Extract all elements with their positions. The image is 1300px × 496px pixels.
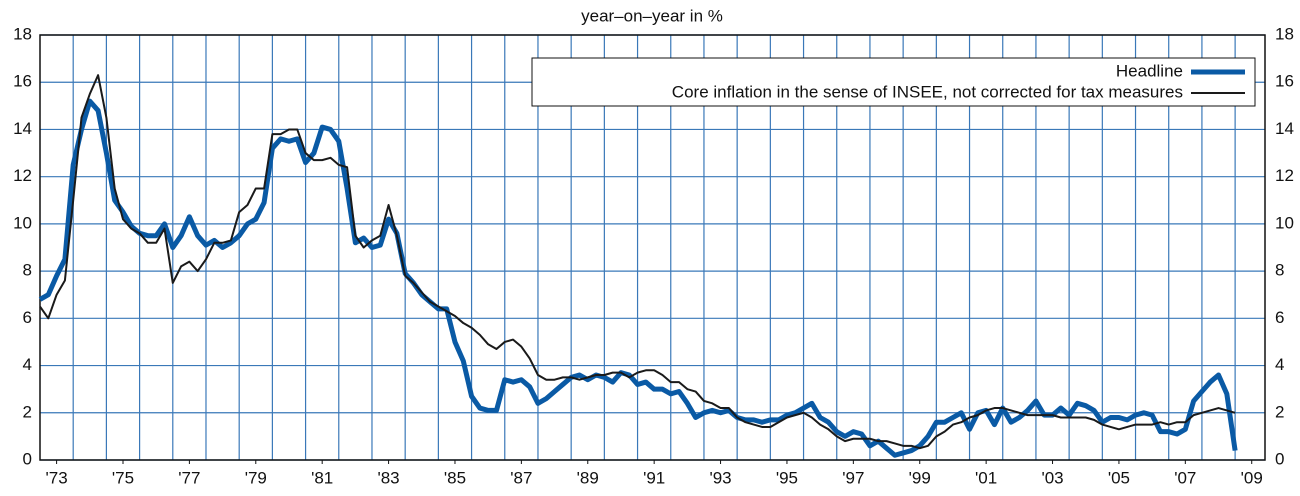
y-tick-label: 8 [23,261,32,280]
x-tick-label: '75 [112,468,134,487]
y2-tick-label: 10 [1275,213,1294,232]
y2-tick-label: 16 [1275,72,1294,91]
x-tick-label: '01 [975,468,997,487]
x-tick-label: '87 [510,468,532,487]
y-tick-label: 16 [13,72,32,91]
y2-tick-label: 0 [1275,449,1284,468]
plot-frame [39,34,1266,461]
x-tick-label: '97 [842,468,864,487]
x-tick-label: '77 [178,468,200,487]
chart-title: year–on–year in % [581,6,723,25]
series-line [39,74,1236,450]
x-tick-label: '73 [46,468,68,487]
y2-tick-label: 2 [1275,402,1284,421]
y2-tick-label: 14 [1275,119,1294,138]
y-tick-label: 6 [23,308,32,327]
x-tick-label: '05 [1108,468,1130,487]
y2-tick-label: 18 [1275,24,1294,43]
legend-label: Core inflation in the sense of INSEE, no… [672,82,1183,101]
x-tick-label: '03 [1041,468,1063,487]
x-tick-label: '81 [311,468,333,487]
y-tick-label: 2 [23,402,32,421]
x-tick-label: '85 [444,468,466,487]
y2-tick-label: 12 [1275,166,1294,185]
x-tick-label: '83 [377,468,399,487]
y-tick-label: 12 [13,166,32,185]
y-tick-label: 0 [23,449,32,468]
y-tick-label: 18 [13,24,32,43]
x-tick-label: '89 [577,468,599,487]
y-tick-label: 4 [23,355,32,374]
x-tick-label: '79 [245,468,267,487]
legend-box [531,57,1256,107]
y2-tick-label: 8 [1275,261,1284,280]
x-tick-label: '09 [1241,468,1263,487]
x-tick-label: '07 [1174,468,1196,487]
y-tick-label: 14 [13,119,32,138]
series-line [38,98,1238,458]
x-tick-label: '99 [909,468,931,487]
x-tick-label: '91 [643,468,665,487]
x-tick-label: '95 [776,468,798,487]
legend-label: Headline [1116,61,1183,80]
y2-tick-label: 6 [1275,308,1284,327]
y2-tick-label: 4 [1275,355,1284,374]
y-tick-label: 10 [13,213,32,232]
x-tick-label: '93 [709,468,731,487]
